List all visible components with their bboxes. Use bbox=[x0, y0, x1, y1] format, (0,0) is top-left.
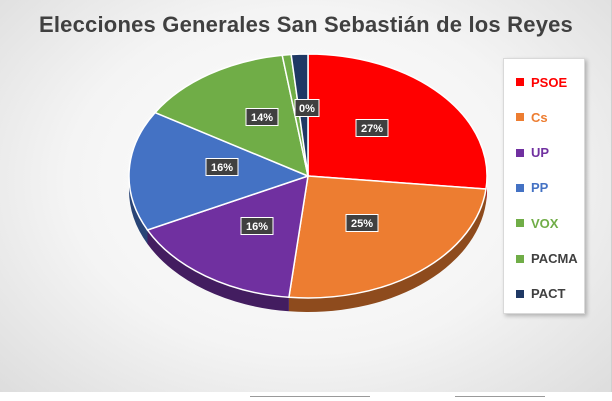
chart-legend: PSOE Cs UP PP VOX PACMA PACT bbox=[503, 58, 585, 314]
legend-label-cs: Cs bbox=[531, 109, 548, 125]
pie-side-up bbox=[147, 230, 289, 312]
svg-text:16%: 16% bbox=[211, 162, 233, 174]
svg-text:16%: 16% bbox=[246, 221, 268, 233]
data-label-pp: 16% bbox=[205, 158, 239, 176]
legend-item-pact: PACT bbox=[516, 286, 565, 302]
pie-side-cs bbox=[288, 189, 486, 312]
legend-item-psoe: PSOE bbox=[516, 74, 567, 90]
data-label-vox: 14% bbox=[245, 108, 279, 126]
svg-text:27%: 27% bbox=[361, 123, 383, 135]
pie-slice-cs bbox=[288, 175, 487, 299]
legend-label-up: UP bbox=[531, 145, 550, 161]
legend-label-vox: VOX bbox=[531, 215, 559, 231]
legend-item-up: UP bbox=[516, 145, 549, 161]
legend-swatch-up bbox=[516, 148, 524, 157]
legend-label-pacma: PACMA bbox=[531, 251, 578, 266]
legend-swatch-pacma bbox=[516, 254, 524, 263]
svg-text:0%: 0% bbox=[299, 103, 315, 115]
pie-slice-vox bbox=[153, 54, 310, 178]
svg-text:25%: 25% bbox=[351, 218, 373, 230]
data-label-cs: 25% bbox=[345, 214, 379, 232]
legend-label-pp: PP bbox=[531, 180, 549, 196]
legend-item-vox: VOX bbox=[516, 215, 558, 231]
pie-slice-psoe bbox=[307, 53, 488, 190]
chart-title: Elecciones Generales San Sebastián de lo… bbox=[39, 12, 573, 37]
pie-side-pp bbox=[129, 176, 148, 245]
legend-label-pact: PACT bbox=[531, 286, 566, 302]
legend-swatch-vox bbox=[516, 219, 524, 228]
legend-swatch-cs bbox=[516, 113, 524, 122]
legend-item-cs: Cs bbox=[516, 109, 548, 125]
svg-text:14%: 14% bbox=[251, 112, 273, 124]
legend-label-psoe: PSOE bbox=[531, 74, 568, 90]
cell-border bbox=[455, 396, 545, 397]
legend-swatch-pp bbox=[516, 183, 524, 192]
pie-slice-up bbox=[146, 174, 309, 299]
data-label-up: 16% bbox=[240, 217, 274, 235]
data-label-psoe: 27% bbox=[355, 119, 389, 137]
cell-border bbox=[250, 396, 370, 397]
legend-item-pp: PP bbox=[516, 180, 548, 196]
data-label-pacma: 0% bbox=[294, 99, 320, 117]
legend-item-pacma: PACMA bbox=[516, 251, 578, 267]
legend-swatch-psoe bbox=[516, 78, 524, 86]
legend-swatch-pact bbox=[516, 289, 524, 298]
